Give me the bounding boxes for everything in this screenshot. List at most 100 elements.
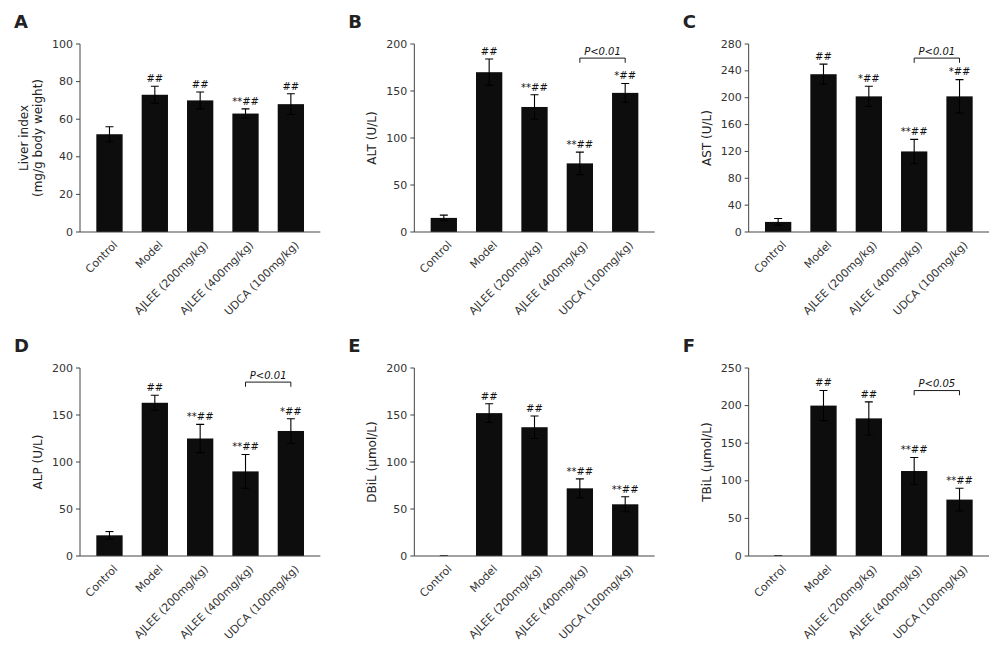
y-tick — [410, 368, 414, 369]
y-tick-label: 100 — [52, 456, 73, 469]
annotation: **## — [232, 441, 259, 452]
y-tick-label: 40 — [59, 150, 73, 163]
y-axis-label-line: Liver index — [17, 105, 31, 171]
annotation: *## — [858, 73, 880, 84]
annotation: ## — [282, 81, 299, 92]
error-bar — [621, 497, 629, 512]
x-tick-label: Model — [133, 563, 166, 596]
panel: F050100150200250TBiL (μmol/L)ControlMode… — [683, 335, 989, 642]
y-tick — [745, 70, 749, 71]
y-tick — [745, 405, 749, 406]
x-axis-line — [749, 556, 989, 557]
annotation: **## — [946, 475, 973, 486]
x-tick-label: Model — [467, 563, 500, 596]
y-axis-line — [748, 368, 749, 556]
error-bar — [910, 457, 918, 484]
y-tick-label: 80 — [728, 172, 742, 185]
annotation: **## — [521, 82, 548, 93]
y-tick — [410, 509, 414, 510]
error-bar — [531, 416, 539, 439]
error-bar — [865, 86, 873, 106]
x-tick-label: UDCA (100mg/kg) — [891, 563, 971, 643]
bar — [232, 114, 258, 232]
y-tick-label: 0 — [66, 550, 73, 563]
annotation: ## — [146, 73, 163, 84]
y-tick — [745, 44, 749, 45]
error-bar — [485, 59, 493, 85]
panel-label: B — [348, 11, 362, 32]
annotation: **## — [566, 466, 593, 477]
y-tick-label: 280 — [721, 38, 742, 51]
x-tick-label: Model — [133, 239, 166, 272]
y-tick — [745, 232, 749, 233]
x-axis-line — [414, 556, 654, 557]
y-tick — [76, 44, 80, 45]
error-bar — [910, 139, 918, 163]
x-tick-label: UDCA (100mg/kg) — [222, 563, 302, 643]
y-axis-line — [80, 44, 81, 232]
y-axis-line — [80, 368, 81, 556]
x-tick-label: UDCA (100mg/kg) — [222, 239, 302, 319]
x-tick-label: AJLEE (200mg/kg) — [466, 239, 545, 318]
x-tick-label: AJLEE (200mg/kg) — [132, 563, 211, 642]
bracket — [914, 58, 959, 63]
x-tick-label: AJLEE (400mg/kg) — [512, 563, 591, 642]
annotation: ## — [815, 51, 832, 62]
error-bar — [531, 95, 539, 119]
plot-area — [440, 404, 639, 556]
y-tick — [410, 556, 414, 557]
x-tick-label: AJLEE (200mg/kg) — [132, 239, 211, 318]
y-axis-line — [414, 44, 415, 232]
annotation: **## — [901, 444, 928, 455]
background — [0, 0, 1003, 648]
error-bar — [819, 64, 827, 84]
y-axis-label: ALT (U/L) — [365, 111, 379, 164]
y-axis-line — [748, 44, 749, 232]
bar — [142, 95, 168, 232]
y-tick-label: 50 — [393, 503, 407, 516]
y-tick — [745, 124, 749, 125]
error-bar — [485, 404, 493, 423]
bracket-label: P<0.05 — [919, 378, 956, 389]
bar — [476, 72, 502, 232]
x-axis-line — [80, 556, 320, 557]
bar — [810, 406, 836, 556]
y-axis-label-line: DBiL (μmol/L) — [365, 421, 379, 502]
error-bar — [242, 109, 250, 118]
y-tick-label: 50 — [728, 512, 742, 525]
y-tick-label: 150 — [721, 437, 742, 450]
y-tick — [76, 556, 80, 557]
x-axis-line — [414, 232, 654, 233]
bar — [810, 74, 836, 232]
y-tick-label: 0 — [66, 226, 73, 239]
bar — [96, 134, 122, 232]
y-tick-label: 0 — [400, 226, 407, 239]
y-tick-label: 150 — [386, 409, 407, 422]
y-tick-label: 50 — [59, 503, 73, 516]
x-tick-label: Control — [83, 239, 120, 276]
y-tick — [410, 44, 414, 45]
y-axis-label: ALP (U/L) — [31, 435, 45, 490]
x-tick-label: Control — [83, 563, 120, 600]
x-tick-label: Control — [752, 563, 789, 600]
bar — [521, 427, 547, 556]
annotation: ## — [192, 79, 209, 90]
bracket — [580, 58, 625, 63]
bracket — [246, 382, 291, 387]
bar — [856, 418, 882, 556]
error-bar — [576, 152, 584, 175]
y-tick-label: 50 — [393, 179, 407, 192]
y-tick-label: 100 — [721, 474, 742, 487]
y-axis-label: Liver index(mg/g body weight) — [17, 79, 45, 197]
annotation: **## — [232, 96, 259, 107]
y-tick-label: 20 — [59, 188, 73, 201]
error-bar — [105, 532, 113, 540]
y-axis-label-line: (mg/g body weight) — [31, 79, 45, 197]
error-bar — [287, 419, 295, 443]
bar — [946, 96, 972, 232]
y-tick — [745, 480, 749, 481]
y-tick-label: 150 — [386, 85, 407, 98]
y-tick — [76, 462, 80, 463]
y-tick — [76, 81, 80, 82]
bracket-label: P<0.01 — [584, 46, 621, 57]
